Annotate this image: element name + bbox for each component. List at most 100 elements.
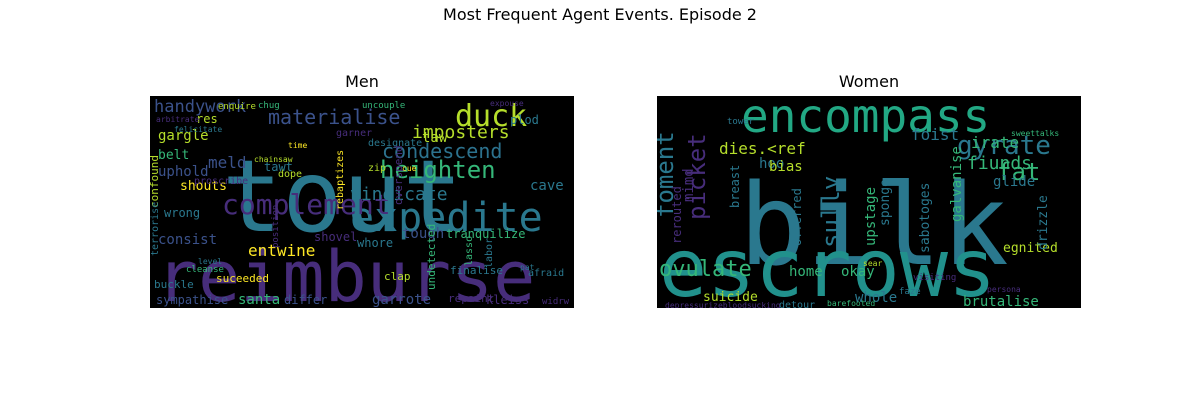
word-visiting: visiting: [913, 273, 956, 283]
word-sear: sear: [863, 259, 882, 268]
word-persona: persona: [987, 285, 1021, 294]
word-condescend: condescend: [382, 139, 502, 163]
word-escrows: escrows: [659, 222, 996, 308]
word-plod: plod: [510, 113, 539, 127]
word-suicide: suicide: [703, 290, 758, 305]
word-fiunds: fiunds: [967, 153, 1032, 174]
word-gargle: gargle: [158, 128, 209, 144]
word-gyrate: gyrate: [957, 131, 1051, 161]
word-fat: fat: [997, 158, 1040, 186]
word-differ: differ: [284, 293, 327, 307]
word-tout: tout: [222, 138, 463, 255]
word-uphold: uphold: [158, 164, 209, 180]
word-detour: detour: [779, 300, 815, 308]
word-finalise: finalise: [450, 264, 503, 277]
word-chug: chug: [258, 101, 280, 111]
word-cue: cue: [402, 164, 417, 173]
word-barefooted: barefooted: [827, 299, 875, 308]
word-sabotoges: sabotoges: [918, 183, 933, 253]
word-foment: foment: [657, 131, 679, 218]
word-lasso: lasso: [464, 236, 475, 266]
word-overspend: overspend: [392, 145, 405, 205]
word-brutalise: brutalise: [963, 294, 1039, 308]
word-mimd: mimd: [681, 168, 697, 202]
word-entwine: entwine: [248, 241, 315, 260]
word-consist: consist: [158, 232, 217, 248]
word-drizzle: drizzle: [1036, 195, 1051, 250]
word-arbitrate: arbitrate: [156, 115, 200, 124]
word-wrong: wrong: [164, 206, 200, 220]
word-whore: whore: [357, 236, 393, 250]
word-buckle: buckle: [154, 278, 194, 291]
word-time: time: [288, 141, 307, 150]
word-undetected: undetected: [425, 224, 438, 290]
word-chainsaw: chainsaw: [254, 155, 293, 164]
word-irate: irate: [971, 133, 1019, 152]
word-clap: clap: [384, 270, 411, 283]
word-zip: zip: [368, 163, 386, 174]
figure-suptitle: Most Frequent Agent Events. Episode 2: [443, 5, 757, 24]
word-expouse: expouse: [490, 99, 524, 108]
word-tawt: tawt: [264, 160, 293, 174]
men-panel-title: Men: [345, 72, 379, 91]
word-egnited: egnited: [1003, 241, 1058, 256]
word-complement: complement: [222, 188, 391, 221]
word-materialise: materialise: [268, 105, 400, 129]
word-enquire: enquire: [218, 102, 256, 112]
word-sponge: sponge: [878, 179, 893, 226]
word-repaint: repaint: [448, 292, 494, 305]
word-garner: garner: [336, 128, 372, 139]
women-panel-title: Women: [838, 72, 900, 91]
word-tough: tough: [402, 226, 444, 242]
word-sweettalks: sweettalks: [1011, 129, 1059, 138]
word-home: home: [789, 264, 823, 280]
word-res: res: [196, 112, 218, 126]
word-cleanse: cleanse: [186, 265, 224, 275]
word-bias: bias: [769, 159, 803, 175]
word-pat: pat: [520, 263, 535, 272]
word-vindicate: vindicate: [350, 184, 448, 205]
word-shovel: shovel: [314, 230, 357, 244]
word-designate: designate: [368, 138, 422, 149]
word-picket: picket: [683, 133, 711, 220]
word-ovulate: ovulate: [659, 257, 752, 282]
word-confound: confound: [150, 155, 161, 208]
word-felicitate: felicitate: [174, 125, 222, 134]
word-bilk: bilk: [739, 161, 1009, 291]
word-proscribe: proscribe: [194, 176, 248, 187]
word-meld: meld: [208, 153, 247, 172]
word-offerred: offerred: [790, 188, 804, 246]
word-rebaptizes: rebaptizes: [335, 150, 346, 210]
word-depressurizebloodsucking: depressurizebloodsucking: [665, 301, 781, 308]
word-handywork: handywork: [154, 97, 246, 117]
word-reimburse: reimburse: [156, 236, 535, 308]
word-santa: santa: [238, 292, 280, 308]
word-position: position: [271, 205, 281, 248]
word-cave: cave: [530, 178, 564, 194]
word-encompass: encompass: [741, 96, 990, 143]
word-kleiss: kleiss: [486, 293, 529, 307]
word-expedite: expedite: [350, 195, 543, 241]
word-sympathise: sympathise: [156, 293, 228, 307]
word-hoo: hoo: [759, 156, 784, 172]
word-uncouple: uncouple: [362, 101, 405, 111]
word-faze: faze: [899, 287, 921, 297]
word-belt: belt: [158, 148, 189, 163]
word-labor: labor: [484, 238, 495, 268]
word-breast: breast: [728, 165, 742, 208]
word-dope: dope: [278, 169, 302, 180]
word-widrw: widrw: [542, 297, 570, 307]
word-sully: sully: [817, 176, 845, 248]
word-rerouted: rerouted: [670, 186, 684, 244]
word-level: level: [198, 257, 222, 266]
word-okay: okay: [841, 264, 875, 280]
word-afraid: afraid: [528, 268, 564, 279]
word-tower: tower: [727, 117, 755, 127]
word-terrorise: terrorise: [150, 202, 161, 256]
word-imposters: imposters: [412, 122, 510, 143]
word-taw: taw: [422, 130, 448, 146]
word-upstage: upstage: [863, 187, 879, 246]
word-suceeded: suceeded: [216, 272, 269, 285]
word-heighten: heighten: [380, 156, 496, 184]
